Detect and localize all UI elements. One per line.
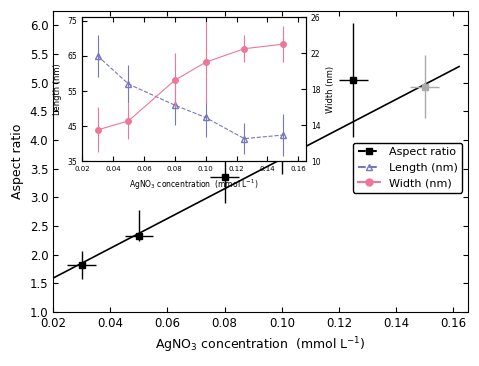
X-axis label: AgNO$_3$ concentration  (mmol L$^{-1}$): AgNO$_3$ concentration (mmol L$^{-1}$)	[155, 335, 366, 355]
Y-axis label: Width (nm): Width (nm)	[326, 66, 335, 113]
Legend: Aspect ratio, Length (nm), Width (nm): Aspect ratio, Length (nm), Width (nm)	[353, 142, 462, 193]
Y-axis label: Aspect ratio: Aspect ratio	[11, 124, 24, 199]
